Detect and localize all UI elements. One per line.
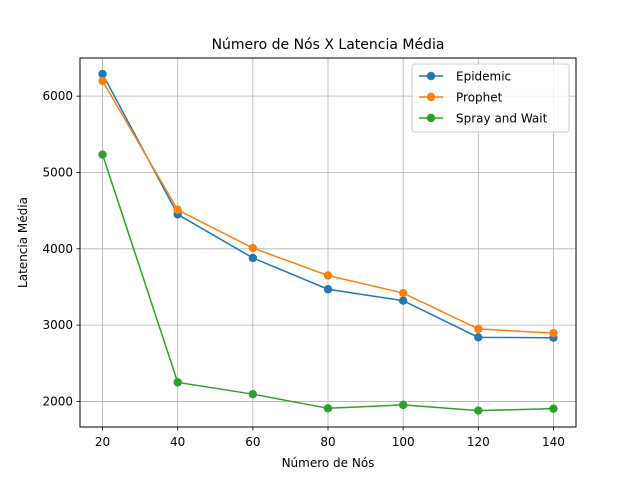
legend-marker (426, 113, 436, 123)
x-axis-label: Número de Nós (282, 456, 375, 470)
data-point-prophet (323, 271, 333, 280)
y-axis-ticks: 2000 3000 4000 5000 6000 (42, 89, 80, 408)
legend-entry-prophet: Prophet (419, 91, 503, 105)
data-point-prophet (549, 328, 558, 338)
x-tick-label: 120 (467, 435, 490, 449)
chart-title: Número de Nós X Latencia Média (212, 37, 445, 53)
legend-marker (426, 71, 436, 81)
legend-label: Prophet (456, 91, 503, 105)
data-point-prophet (398, 288, 408, 298)
y-tick-label: 4000 (42, 242, 73, 256)
data-point-spray-and-wait (323, 404, 333, 413)
legend-entry-epidemic: Epidemic (419, 70, 511, 84)
data-point-spray-and-wait (474, 406, 483, 415)
x-tick-label: 80 (320, 435, 335, 449)
data-point-spray-and-wait (398, 400, 408, 410)
data-point-spray-and-wait (549, 404, 558, 413)
legend-entry-spray-and-wait: Spray and Wait (419, 112, 548, 126)
data-point-prophet (98, 76, 107, 86)
data-point-epidemic (248, 253, 258, 263)
data-point-prophet (248, 243, 258, 253)
x-tick-label: 60 (245, 435, 260, 449)
data-point-prophet (173, 205, 182, 215)
data-point-epidemic (474, 333, 483, 342)
data-point-prophet (474, 324, 483, 334)
x-axis-ticks: 20 40 60 80 100 120 140 (95, 427, 565, 449)
legend-label: Epidemic (456, 70, 511, 84)
series-epidemic (98, 69, 558, 342)
legend: Epidemic Prophet Spray and Wait (411, 63, 570, 133)
x-tick-label: 40 (170, 435, 185, 449)
data-point-spray-and-wait (248, 389, 258, 399)
data-point-spray-and-wait (173, 378, 182, 387)
y-tick-label: 2000 (42, 394, 73, 408)
legend-label: Spray and Wait (456, 112, 548, 126)
data-point-epidemic (98, 69, 107, 79)
y-axis-label: Latencia Média (16, 197, 30, 288)
series-spray-and-wait (98, 150, 558, 415)
series-layer (98, 69, 558, 415)
y-tick-label: 5000 (42, 165, 73, 179)
data-point-epidemic (323, 285, 333, 294)
y-tick-label: 6000 (42, 89, 73, 103)
data-point-epidemic (398, 296, 408, 305)
x-tick-label: 20 (95, 435, 110, 449)
series-prophet (98, 76, 558, 338)
x-tick-label: 140 (542, 435, 565, 449)
x-tick-label: 100 (392, 435, 415, 449)
y-tick-label: 3000 (42, 318, 73, 332)
data-point-spray-and-wait (98, 150, 107, 159)
legend-box (411, 63, 570, 133)
legend-marker (426, 92, 436, 102)
